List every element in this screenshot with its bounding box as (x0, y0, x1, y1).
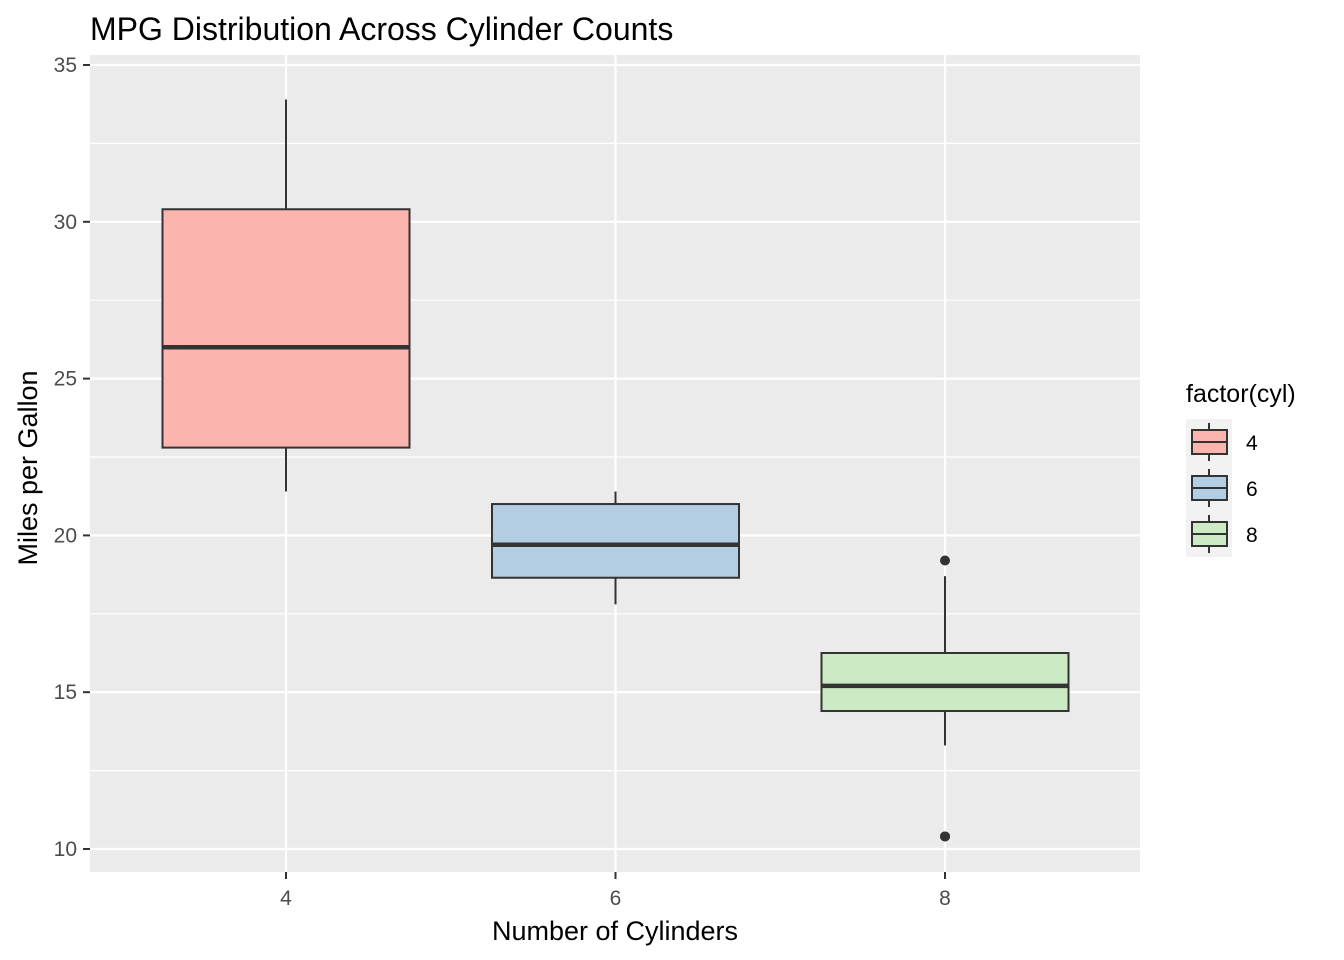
x-tick-label: 6 (610, 887, 622, 910)
y-axis: 10 15 20 25 30 35 (54, 54, 90, 861)
box-layer (161, 99, 1070, 842)
legend-label: 4 (1246, 432, 1258, 455)
chart-title: MPG Distribution Across Cylinder Counts (90, 11, 673, 47)
x-axis-title: Number of Cylinders (492, 916, 738, 946)
x-tick-label: 4 (280, 887, 292, 910)
outlier-point (940, 831, 950, 842)
box-body (820, 652, 1070, 713)
box-8 (820, 555, 1070, 842)
y-tick-label: 15 (54, 681, 77, 704)
y-axis-title: Miles per Gallon (13, 370, 43, 565)
y-tick-label: 30 (54, 211, 77, 234)
x-axis: 4 6 8 (280, 872, 951, 910)
outlier-point (940, 555, 950, 566)
y-tick-label: 35 (54, 54, 77, 77)
legend-title: factor(cyl) (1186, 380, 1296, 408)
x-tick-label: 8 (939, 887, 951, 910)
box-6 (491, 491, 740, 605)
legend-entry-4: 4 (1191, 423, 1258, 461)
y-tick-label: 10 (54, 838, 77, 861)
box-4 (161, 99, 411, 492)
y-tick-label: 20 (54, 524, 77, 547)
box-body (491, 503, 740, 579)
y-tick-label: 25 (54, 368, 77, 391)
legend: factor(cyl) 4 6 8 (1186, 380, 1296, 557)
legend-label: 6 (1246, 478, 1258, 501)
legend-entry-8: 8 (1191, 515, 1258, 553)
legend-entry-6: 6 (1191, 469, 1258, 507)
box-body (161, 208, 411, 449)
legend-label: 8 (1246, 524, 1258, 547)
